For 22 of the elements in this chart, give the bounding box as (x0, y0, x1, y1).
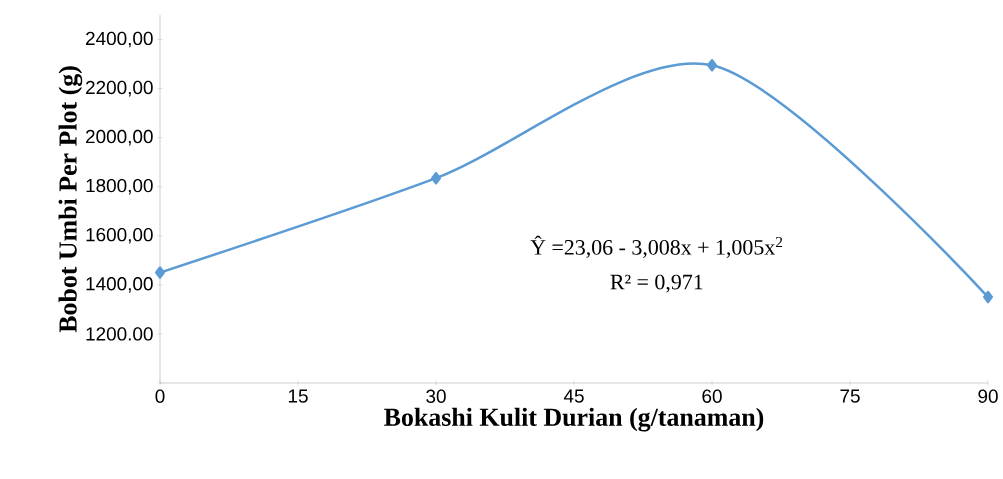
x-tick-label: 0 (155, 389, 165, 403)
x-tick-label: 30 (426, 389, 446, 403)
point (983, 290, 994, 304)
y-axis-title: Bobot Umbi Per Plot (g) (58, 66, 83, 333)
x-tick-label: 45 (563, 389, 584, 403)
y-tick-label: 1200.00 (86, 327, 153, 341)
annotation: R² = 0,971 (610, 274, 703, 293)
y-tick-label: 1600,00 (86, 227, 153, 244)
point (431, 171, 442, 185)
point (155, 266, 166, 279)
y-tick-label: 1400,00 (86, 277, 153, 293)
annotation: Ŷ =23,06 - 3,008x + 1,005x$^{2}$ (530, 235, 783, 258)
x-tick-label: 60 (702, 389, 722, 403)
x-tick-label: 90 (978, 389, 998, 403)
x-tick-label: 75 (840, 389, 860, 403)
y-tick-label: 2200,00 (86, 80, 153, 97)
x-axis-title: Bokashi Kulit Durian (g/tanaman) (384, 407, 764, 432)
y-tick-label: 1800,00 (86, 178, 153, 195)
y-tick-label: 2400,00 (86, 31, 153, 48)
point (707, 59, 718, 72)
y-tick-label: 2000,00 (86, 129, 153, 146)
x-tick-label: 15 (288, 389, 308, 403)
